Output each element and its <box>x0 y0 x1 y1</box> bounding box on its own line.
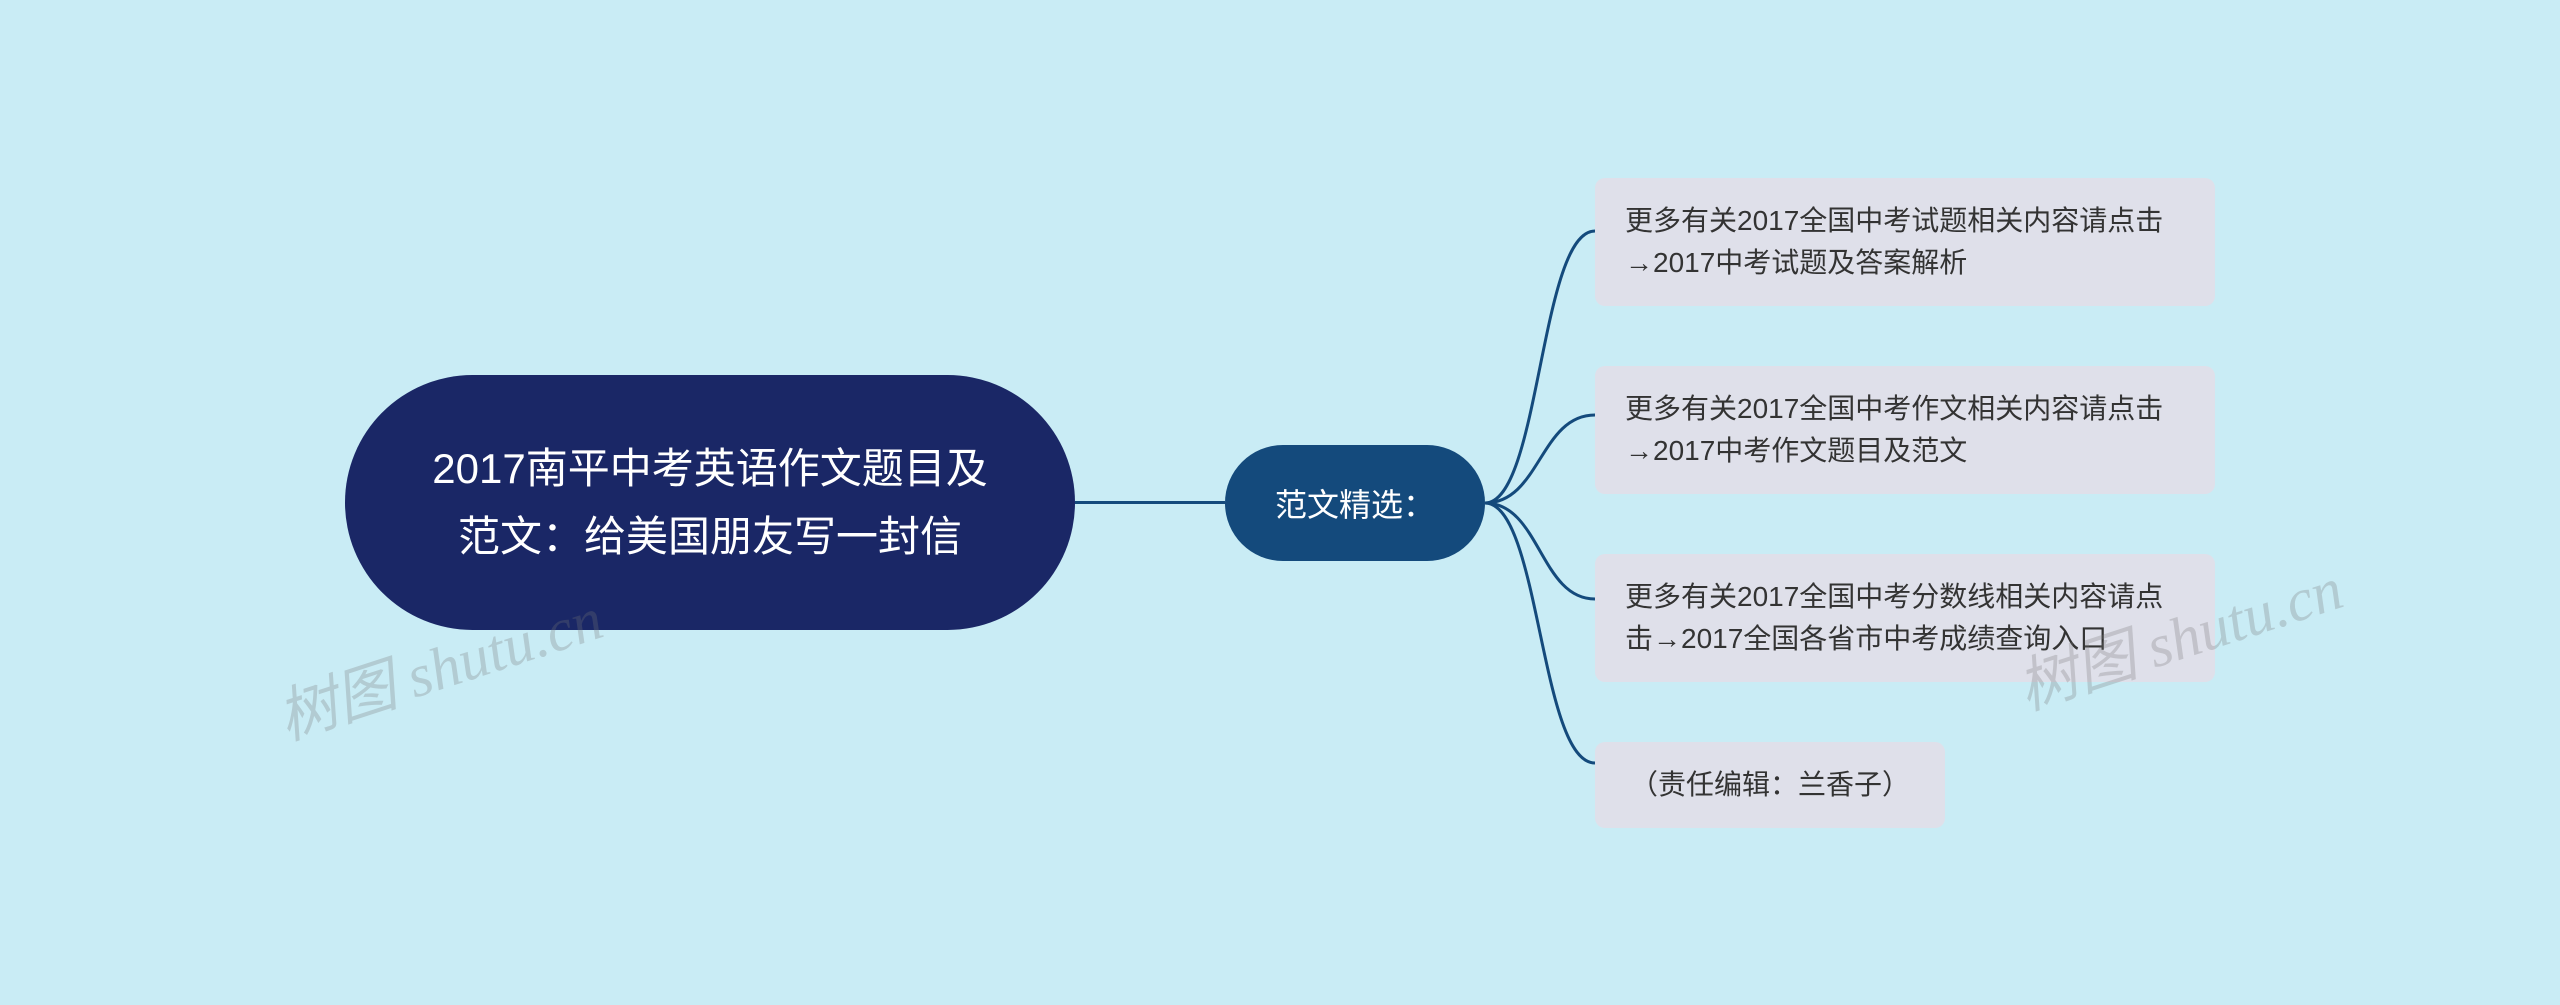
branch-svg <box>1485 153 1595 853</box>
level1-text: 范文精选： <box>1275 487 1435 523</box>
root-text: 2017南平中考英语作文题目及范文：给美国朋友写一封信 <box>432 445 987 559</box>
root-level1-group: 2017南平中考英语作文题目及范文：给美国朋友写一封信 范文精选： 更多有关20… <box>345 178 2215 828</box>
level2-connectors <box>1485 178 1595 828</box>
level2-item-0: 更多有关2017全国中考试题相关内容请点击→2017中考试题及答案解析 <box>1595 178 2215 306</box>
level2-text: 更多有关2017全国中考试题相关内容请点击→2017中考试题及答案解析 <box>1625 205 2163 278</box>
connector-root-level1 <box>1075 501 1225 504</box>
level2-container: 更多有关2017全国中考试题相关内容请点击→2017中考试题及答案解析 更多有关… <box>1595 178 2215 828</box>
root-node: 2017南平中考英语作文题目及范文：给美国朋友写一封信 <box>345 375 1075 629</box>
level2-node: 更多有关2017全国中考分数线相关内容请点击→2017全国各省市中考成绩查询入口 <box>1595 554 2215 682</box>
level2-node: 更多有关2017全国中考作文相关内容请点击→2017中考作文题目及范文 <box>1595 366 2215 494</box>
level2-text: 更多有关2017全国中考分数线相关内容请点击→2017全国各省市中考成绩查询入口 <box>1625 581 2163 654</box>
level2-item-1: 更多有关2017全国中考作文相关内容请点击→2017中考作文题目及范文 <box>1595 366 2215 494</box>
mindmap-container: 2017南平中考英语作文题目及范文：给美国朋友写一封信 范文精选： 更多有关20… <box>345 178 2215 828</box>
level2-item-3: （责任编辑：兰香子） <box>1595 742 2215 828</box>
level2-text: 更多有关2017全国中考作文相关内容请点击→2017中考作文题目及范文 <box>1625 393 2163 466</box>
level1-node: 范文精选： <box>1225 445 1485 561</box>
level2-node: 更多有关2017全国中考试题相关内容请点击→2017中考试题及答案解析 <box>1595 178 2215 306</box>
level2-text: （责任编辑：兰香子） <box>1630 769 1910 800</box>
level2-item-2: 更多有关2017全国中考分数线相关内容请点击→2017全国各省市中考成绩查询入口 <box>1595 554 2215 682</box>
level2-node: （责任编辑：兰香子） <box>1595 742 1945 828</box>
